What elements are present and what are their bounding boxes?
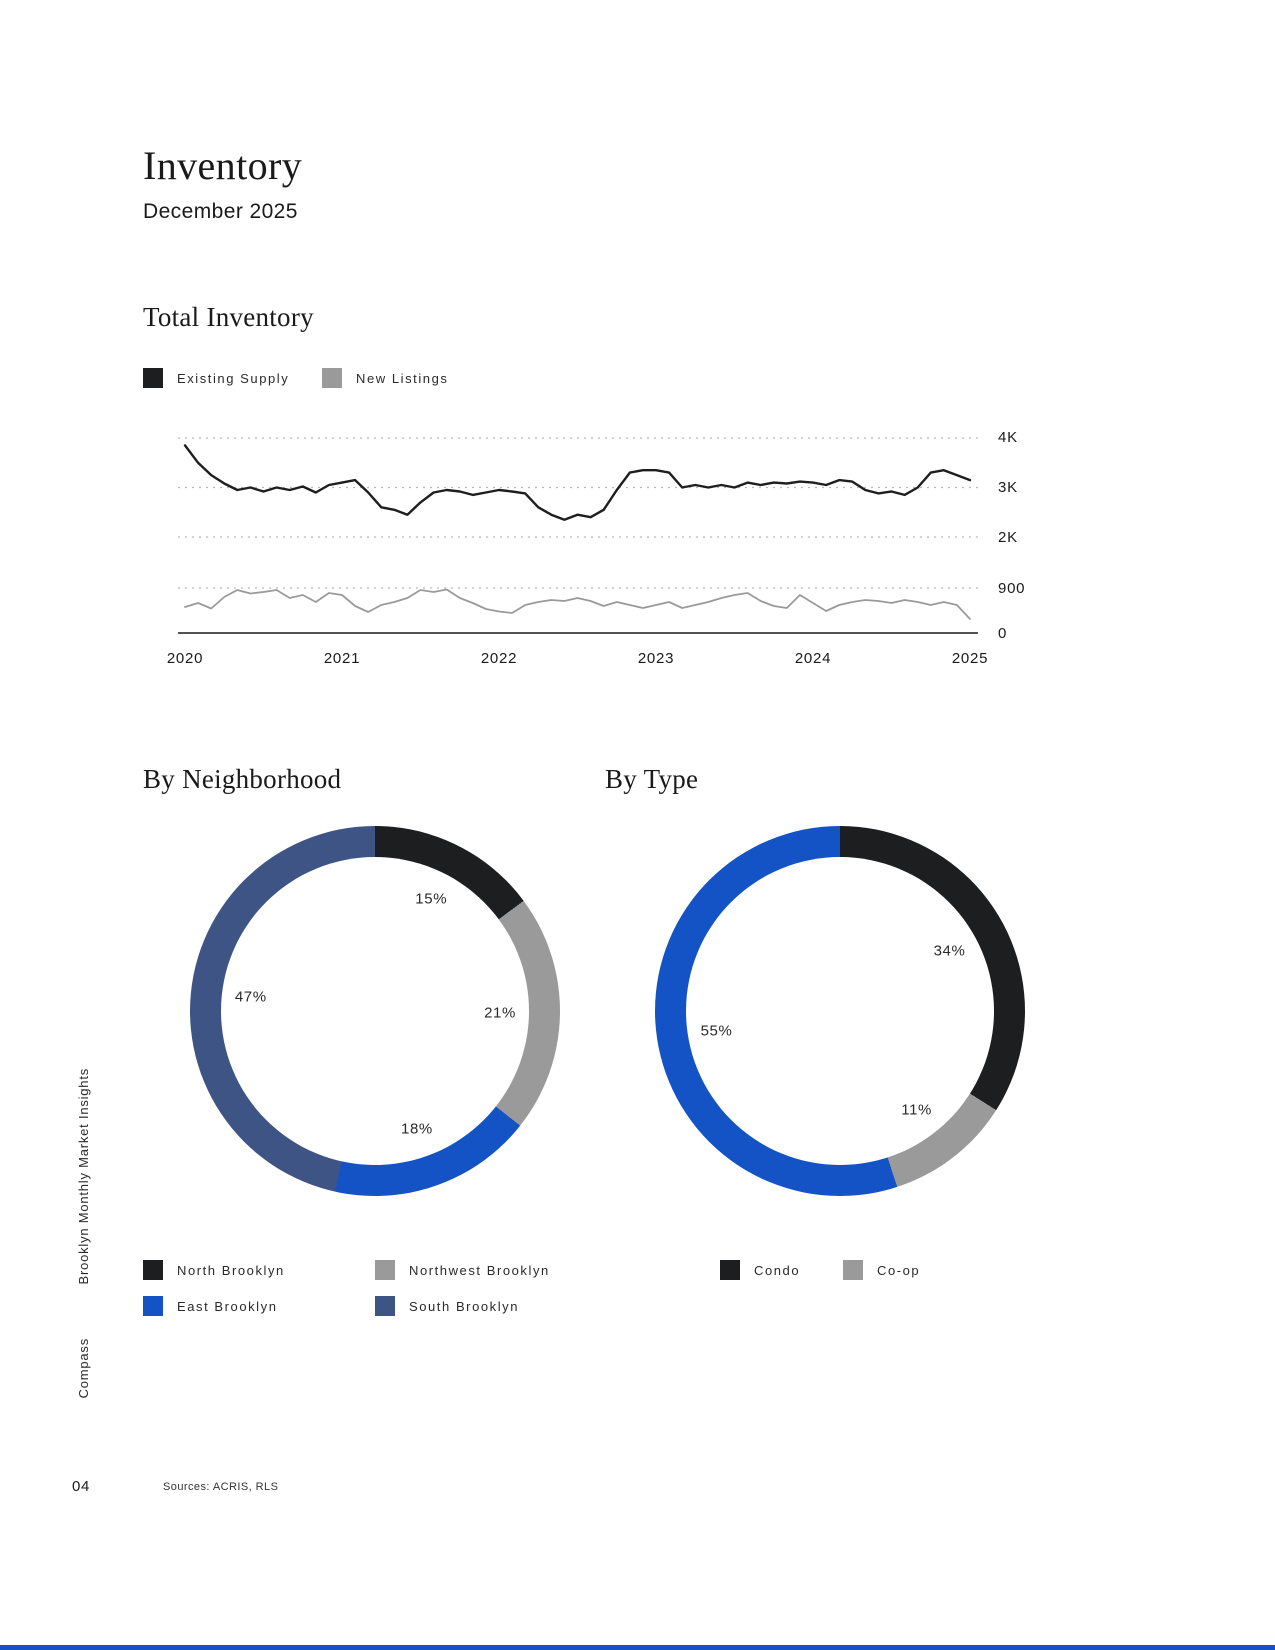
co-op-label: Co-op [877,1262,921,1278]
northwest-brooklyn-swatch [375,1260,395,1280]
y-tick-label: 0 [998,625,1008,642]
total-inventory-heading: Total Inventory [143,302,314,332]
brand-wordmark: Compass [76,1338,91,1399]
northwest-brooklyn-label: Northwest Brooklyn [409,1262,550,1278]
x-tick-label: 2023 [637,650,675,667]
by-type-heading: By Type [605,764,699,794]
existing-supply-swatch [143,368,163,388]
new-listings-swatch [322,368,342,388]
sources-note: Sources: ACRIS, RLS [163,1481,279,1493]
donut-percent-label: 15% [415,890,448,908]
page-title: Inventory [143,143,303,188]
x-axis-labels: 2020 2021 2022 2023 2024 2025 [167,650,988,670]
donut-percent-label: 21% [484,1004,516,1022]
legend-item-co-op: Co-op [843,1260,920,1280]
footer-accent-bar [0,1645,1275,1650]
south-brooklyn-label: South Brooklyn [409,1298,520,1314]
x-tick-label: 2024 [794,650,832,667]
legend-item-condo: Condo [720,1260,800,1280]
north-brooklyn-swatch [143,1260,163,1280]
y-tick-label: 900 [998,580,1026,597]
north-brooklyn-label: North Brooklyn [177,1262,285,1278]
by-type-donut-chart: 34% 11% 55% [655,826,1025,1196]
y-tick-label: 2K [998,529,1018,546]
condo-label: Condo [754,1262,801,1278]
legend-item-east-brooklyn: East Brooklyn [143,1296,277,1316]
donut-percent-label: 11% [901,1101,932,1119]
legend-item-new-listings: New Listings [322,368,448,388]
donut-percent-label: 47% [234,988,267,1006]
sidebar-report-label: Brooklyn Monthly Market Insights [76,1068,91,1285]
existing-supply-label: Existing Supply [177,370,290,386]
x-tick-label: 2025 [951,650,989,667]
legend-item-northwest-brooklyn: Northwest Brooklyn [375,1260,550,1280]
x-tick-label: 2021 [323,650,361,667]
east-brooklyn-label: East Brooklyn [177,1298,278,1314]
donut-percent-label: 55% [700,1022,733,1040]
x-tick-label: 2022 [480,650,518,667]
south-brooklyn-swatch [375,1296,395,1316]
condo-swatch [720,1260,740,1280]
legend-item-south-brooklyn: South Brooklyn [375,1296,519,1316]
x-tick-label: 2020 [166,650,204,667]
new-listings-label: New Listings [356,370,449,386]
donut-percent-label: 34% [933,942,966,960]
by-neighborhood-heading: By Neighborhood [143,764,342,794]
y-tick-label: 4K [998,429,1018,446]
legend-item-north-brooklyn: North Brooklyn [143,1260,285,1280]
y-tick-label: 3K [998,479,1018,496]
page-number: 04 [72,1478,90,1495]
total-inventory-line-chart [178,437,978,634]
page-subtitle: December 2025 [143,200,298,223]
legend-item-existing-supply: Existing Supply [143,368,289,388]
donut-percent-label: 18% [401,1120,433,1138]
by-neighborhood-donut-chart: 15% 21% 18% 47% [190,826,560,1196]
east-brooklyn-swatch [143,1296,163,1316]
co-op-swatch [843,1260,863,1280]
